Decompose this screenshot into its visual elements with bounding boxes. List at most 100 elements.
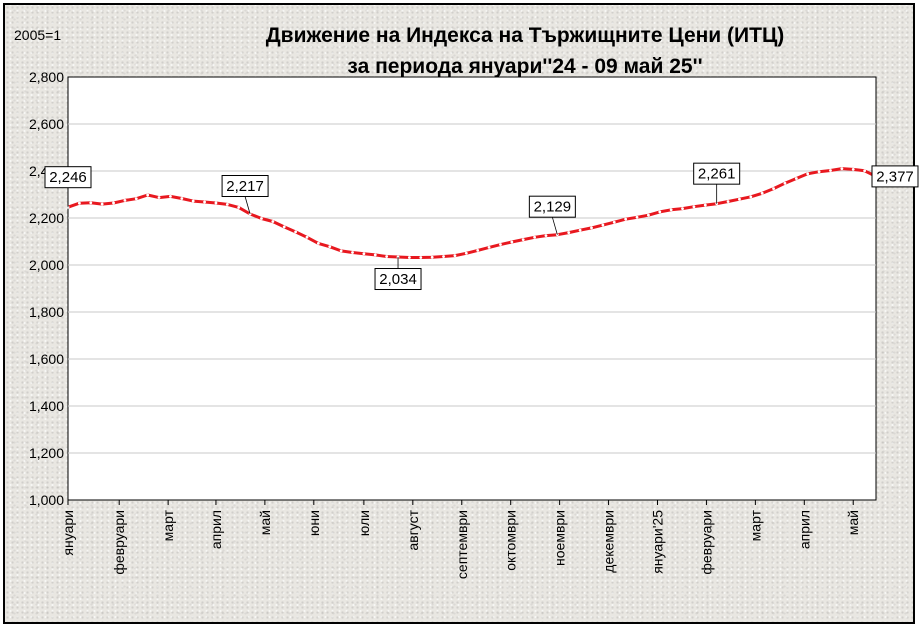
x-tick-label: февруари [698,510,714,575]
data-label-leader [551,217,558,235]
plot-background [67,76,877,501]
data-point [806,172,810,176]
x-tick-label: май [257,510,273,535]
data-point [738,197,741,201]
data-point [533,235,536,239]
chart-title-line-2: за периода януари''24 - 09 май 25'' [347,55,702,78]
x-axis: януари февруари март април май юни юли август се… [60,500,861,579]
x-tick-label: ноември [552,510,568,566]
data-label-leader [244,196,251,215]
data-point [316,241,320,245]
x-tick-label: март [747,509,763,541]
data-point [715,202,719,206]
gridlines [68,123,876,454]
x-tick-label: октомври [503,510,519,571]
y-tick-label: 2,800 [29,69,64,85]
data-point [294,230,298,234]
data-point [646,213,650,217]
y-tick-label: 1,400 [29,398,64,414]
x-tick-label: януари [60,510,76,556]
data-point [430,255,434,259]
data-point [385,255,389,258]
data-point [794,177,798,180]
y-tick-label: 1,200 [29,445,64,461]
data-point [590,226,593,230]
chart-title-line-1: Движение на Индекса на Тържищните Цени (… [266,24,785,47]
x-tick-label: юли [356,510,372,536]
x-tick-label: февруари [111,510,127,575]
data-point [681,207,684,211]
data-point [624,217,628,221]
y-tick-label: 1,000 [29,492,64,508]
x-tick-label: май [845,510,861,535]
data-point [180,197,184,200]
data-point [169,194,172,198]
data-point [692,205,696,209]
x-tick-label: декември [601,510,617,573]
data-point [77,201,81,205]
data-point [328,245,332,249]
series-line [67,167,877,259]
series-markers [66,167,878,259]
data-point [237,206,241,209]
data-point [373,253,377,257]
data-point [89,201,93,205]
data-point [487,245,491,249]
y-tick-label: 2,000 [29,257,64,273]
base-note: 2005=1 [14,27,61,43]
x-tick-label: януари'25 [649,510,665,574]
data-point [840,167,844,171]
data-label-box [44,166,92,189]
data-point [863,169,867,173]
data-point [749,195,753,199]
data-point [146,193,150,197]
data-point [476,249,480,252]
data-point [123,198,127,202]
data-point [305,235,309,239]
data-point [100,202,104,206]
data-point [612,220,616,224]
y-tick-label: 1,600 [29,351,64,367]
data-label-box [871,165,919,188]
data-label: 2,034 [379,271,417,288]
data-point [191,199,195,203]
data-point [521,238,525,242]
data-point [658,210,662,214]
data-label-box [221,175,269,198]
y-tick-label: 1,800 [29,304,64,320]
data-point [282,225,286,229]
data-point [760,191,764,195]
data-point [464,251,468,255]
x-tick-label: септември [454,510,470,579]
x-tick-label: август [405,509,421,550]
data-point [112,201,115,205]
data-point [851,167,855,171]
data-label: 2,217 [226,178,264,195]
x-tick-label: юни [306,510,322,536]
data-point [134,197,138,201]
data-point [578,228,582,232]
x-tick-label: април [208,510,224,549]
y-tick-label: 2,600 [29,116,64,132]
data-point [544,234,548,238]
y-axis: 1,0001,2001,4001,6001,8002,0002,2002,400… [29,69,64,508]
data-point [203,200,206,204]
x-tick-label: април [796,510,812,549]
data-label: 2,246 [49,169,87,186]
data-label-box [528,195,576,218]
data-point [271,220,275,223]
data-point [567,231,571,234]
plot-area: 1,0001,2001,4001,6001,8002,0002,2002,400… [29,69,919,579]
data-label-box [693,162,741,185]
data-label-box [374,268,422,291]
data-point [817,170,821,174]
data-point [499,243,502,246]
data-label: 2,261 [698,166,736,183]
data-point [214,201,218,205]
x-tick-label: март [160,509,176,541]
data-point [772,187,775,191]
data-point [726,200,730,203]
data-label: 2,129 [534,199,572,216]
data-point [339,249,343,253]
data-point [703,203,707,207]
